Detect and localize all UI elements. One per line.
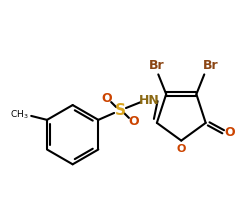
Text: Br: Br <box>202 59 218 72</box>
Text: O: O <box>176 144 186 154</box>
Text: O: O <box>225 126 235 139</box>
Text: O: O <box>128 115 139 128</box>
Text: HN: HN <box>139 94 160 107</box>
Text: CH$_3$: CH$_3$ <box>10 109 28 121</box>
Text: Br: Br <box>148 59 164 72</box>
Text: O: O <box>101 92 112 105</box>
Text: S: S <box>114 103 126 117</box>
